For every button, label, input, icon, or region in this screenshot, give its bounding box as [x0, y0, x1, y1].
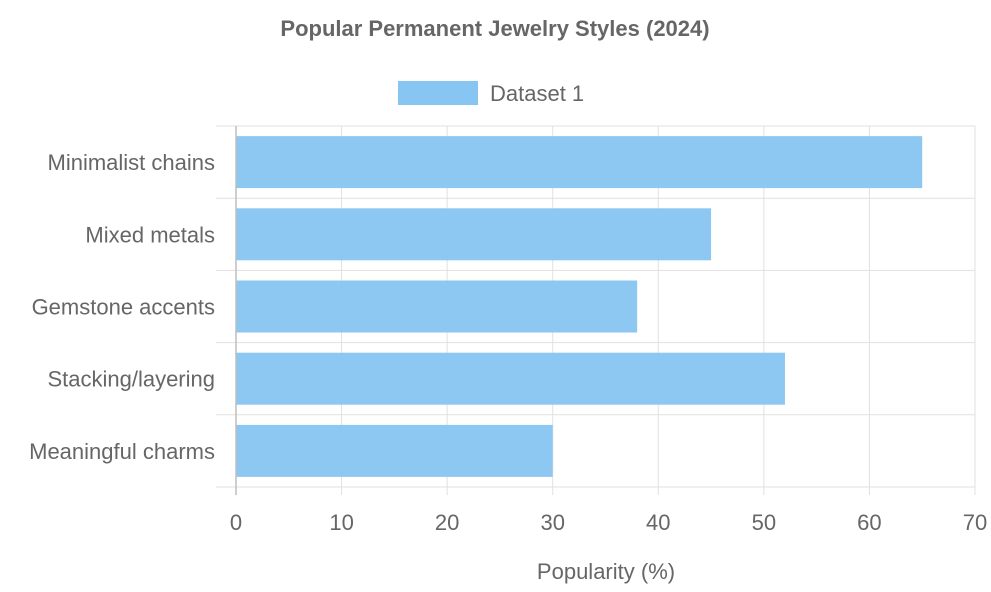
- y-tick-label: Minimalist chains: [48, 150, 216, 175]
- y-axis-labels: Minimalist chains Mixed metals Gemstone ac…: [29, 150, 215, 464]
- legend[interactable]: Dataset 1: [398, 81, 584, 106]
- x-tick-label: 0: [230, 510, 242, 535]
- bar[interactable]: [236, 352, 785, 405]
- bar[interactable]: [236, 280, 638, 333]
- y-tick-label: Mixed metals: [85, 222, 215, 247]
- y-tick-label: Stacking/layering: [47, 367, 215, 392]
- x-axis-labels: 0 10 20 30 40 50 60 70: [230, 510, 987, 535]
- legend-swatch: [398, 81, 478, 105]
- x-tick-label: 50: [752, 510, 776, 535]
- x-tick-label: 20: [435, 510, 459, 535]
- y-tick-label: Meaningful charms: [29, 439, 215, 464]
- legend-label: Dataset 1: [490, 81, 584, 106]
- x-tick-label: 10: [329, 510, 353, 535]
- x-tick-label: 70: [963, 510, 987, 535]
- x-tick-label: 30: [540, 510, 564, 535]
- x-tick-label: 60: [857, 510, 881, 535]
- bar[interactable]: [236, 208, 712, 261]
- bar[interactable]: [236, 424, 553, 477]
- y-tick-label: Gemstone accents: [32, 295, 215, 320]
- x-tick-label: 40: [646, 510, 670, 535]
- x-axis-title: Popularity (%): [537, 559, 675, 584]
- bars: [236, 136, 923, 477]
- bar[interactable]: [236, 136, 923, 189]
- chart-title: Popular Permanent Jewelry Styles (2024): [280, 16, 709, 41]
